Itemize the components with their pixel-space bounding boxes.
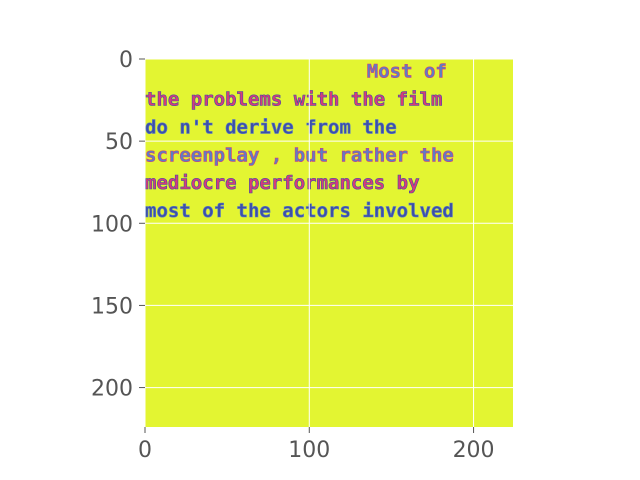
y-tick-label: 200 (91, 377, 133, 402)
grid (144, 58, 513, 427)
image-text-line: the problems with the film (145, 88, 442, 110)
image-text-line: screenplay , but rather the (145, 144, 454, 166)
y-tick-label: 50 (105, 130, 133, 155)
image-text-line: Most of (367, 61, 447, 83)
x-tick-label: 100 (288, 438, 330, 463)
y-tick-label: 0 (119, 48, 133, 73)
y-tick-label: 150 (91, 294, 133, 319)
image-text-line: most of the actors involved (145, 200, 454, 222)
image-text-layer: Most of the problems with the film do n't … (145, 60, 454, 222)
x-tick-label: 0 (138, 438, 152, 463)
y-tick-label: 100 (91, 212, 133, 237)
image-text-line: do n't derive from the (145, 116, 397, 138)
image-background (145, 59, 513, 427)
axis-ticks: 0 100 200 0 50 100 150 200 (91, 48, 495, 463)
image-text-line: mediocre performances by (145, 172, 420, 194)
x-tick-label: 200 (453, 438, 495, 463)
